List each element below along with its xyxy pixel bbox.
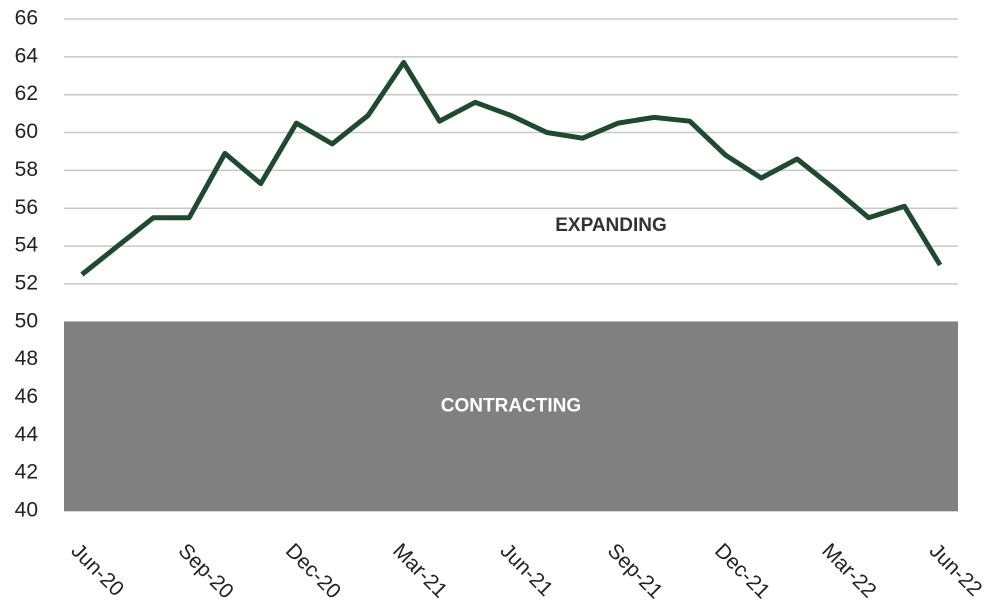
band-label: CONTRACTING: [441, 395, 581, 416]
band: [64, 321, 958, 511]
y-tick-label: 56: [15, 196, 38, 219]
x-tick-label: Jun-22: [925, 539, 987, 601]
line: [80, 60, 943, 277]
y-tick-label: 58: [15, 158, 38, 181]
x-tick-label: Dec-21: [710, 539, 774, 603]
y-tick-label: 64: [15, 44, 39, 67]
annotation: EXPANDING: [555, 215, 667, 236]
y-tick-label: 42: [15, 461, 38, 484]
y-tick-label: 40: [15, 499, 38, 522]
y-tick-label: 48: [15, 347, 38, 370]
x-tick-label: Jun-21: [496, 539, 558, 601]
x-tick-label: Mar-22: [817, 539, 880, 602]
y-tick-label: 50: [15, 309, 38, 332]
x-tick-label: Mar-21: [388, 539, 451, 602]
y-tick-label: 66: [15, 7, 38, 30]
y-tick-label: 62: [15, 82, 38, 105]
y-tick-label: 52: [15, 271, 38, 294]
y-tick-label: 46: [15, 385, 38, 408]
y-tick-label: 44: [15, 423, 39, 446]
x-tick-label: Sep-20: [174, 539, 238, 603]
x-tick-label: Sep-21: [603, 539, 667, 603]
y-tick-label: 60: [15, 120, 38, 143]
x-tick-label: Jun-20: [66, 539, 128, 601]
x-tick-label: Dec-20: [281, 539, 345, 603]
y-tick-label: 54: [15, 234, 39, 257]
